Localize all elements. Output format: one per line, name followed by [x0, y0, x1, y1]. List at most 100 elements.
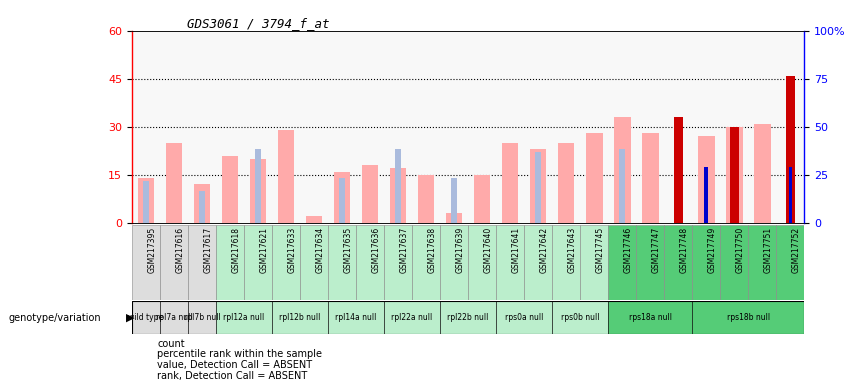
Bar: [138, 178, 154, 223]
Text: GSM217641: GSM217641: [511, 227, 521, 273]
Text: GSM217752: GSM217752: [791, 227, 801, 273]
Text: percentile rank within the sample: percentile rank within the sample: [157, 349, 323, 359]
Text: rpl7b null: rpl7b null: [184, 313, 220, 322]
Bar: [272, 301, 328, 334]
Bar: [328, 225, 356, 300]
Bar: [552, 225, 580, 300]
Text: rpl12b null: rpl12b null: [279, 313, 321, 322]
Text: GSM217638: GSM217638: [427, 227, 437, 273]
Text: GSM217636: GSM217636: [371, 227, 380, 273]
Bar: [300, 225, 328, 300]
Text: GSM217748: GSM217748: [680, 227, 688, 273]
Bar: [776, 225, 804, 300]
Text: GSM217745: GSM217745: [596, 227, 604, 273]
Bar: [216, 301, 272, 334]
Text: rpl14a null: rpl14a null: [335, 313, 377, 322]
Bar: [557, 143, 574, 223]
Bar: [306, 216, 323, 223]
Bar: [529, 149, 546, 223]
Bar: [244, 225, 272, 300]
Bar: [384, 301, 440, 334]
Bar: [637, 225, 664, 300]
Bar: [785, 76, 795, 223]
Text: ▶: ▶: [126, 313, 134, 323]
Text: rpl22b null: rpl22b null: [448, 313, 488, 322]
Text: rpl12a null: rpl12a null: [223, 313, 265, 322]
Bar: [328, 301, 384, 334]
Bar: [272, 225, 300, 300]
Text: rank, Detection Call = ABSENT: rank, Detection Call = ABSENT: [157, 371, 308, 381]
Text: GSM217749: GSM217749: [707, 227, 717, 273]
Text: rpl22a null: rpl22a null: [391, 313, 432, 322]
Bar: [249, 159, 266, 223]
Bar: [446, 213, 462, 223]
Text: GSM217751: GSM217751: [763, 227, 773, 273]
Bar: [496, 225, 524, 300]
Bar: [451, 178, 457, 223]
Bar: [720, 225, 748, 300]
Bar: [748, 225, 776, 300]
Text: GSM217618: GSM217618: [231, 227, 240, 273]
Text: rps18a null: rps18a null: [629, 313, 671, 322]
Bar: [440, 301, 496, 334]
Bar: [580, 225, 608, 300]
Text: GSM217633: GSM217633: [288, 227, 296, 273]
Bar: [255, 149, 261, 223]
Bar: [468, 225, 496, 300]
Text: genotype/variation: genotype/variation: [9, 313, 101, 323]
Bar: [132, 301, 160, 334]
Bar: [524, 225, 552, 300]
Bar: [160, 301, 188, 334]
Bar: [608, 301, 692, 334]
Bar: [384, 225, 412, 300]
Text: GSM217616: GSM217616: [175, 227, 185, 273]
Text: rps18b null: rps18b null: [727, 313, 770, 322]
Text: GSM217747: GSM217747: [652, 227, 660, 273]
Bar: [334, 172, 351, 223]
Text: GSM217635: GSM217635: [344, 227, 352, 273]
Bar: [552, 301, 608, 334]
Bar: [692, 225, 720, 300]
Bar: [412, 225, 440, 300]
Bar: [496, 301, 552, 334]
Text: GSM217639: GSM217639: [455, 227, 465, 273]
Text: GSM217634: GSM217634: [316, 227, 324, 273]
Text: GSM217746: GSM217746: [624, 227, 632, 273]
Text: GSM217643: GSM217643: [568, 227, 576, 273]
Bar: [193, 184, 210, 223]
Bar: [221, 156, 238, 223]
Bar: [216, 225, 244, 300]
Bar: [789, 167, 792, 223]
Text: GSM217640: GSM217640: [483, 227, 493, 273]
Bar: [674, 117, 683, 223]
Text: GSM217395: GSM217395: [147, 227, 157, 273]
Bar: [619, 149, 625, 223]
Bar: [614, 117, 631, 223]
Bar: [535, 152, 541, 223]
Bar: [502, 143, 518, 223]
Bar: [199, 191, 205, 223]
Bar: [664, 225, 692, 300]
Text: rps0a null: rps0a null: [505, 313, 543, 322]
Bar: [474, 175, 490, 223]
Text: value, Detection Call = ABSENT: value, Detection Call = ABSENT: [157, 360, 312, 370]
Bar: [585, 133, 603, 223]
Bar: [356, 225, 384, 300]
Bar: [339, 178, 345, 223]
Bar: [440, 225, 468, 300]
Bar: [390, 168, 407, 223]
Bar: [729, 127, 739, 223]
Bar: [642, 133, 659, 223]
Text: GSM217637: GSM217637: [399, 227, 408, 273]
Bar: [188, 225, 216, 300]
Text: wild type: wild type: [129, 313, 163, 322]
Bar: [132, 225, 160, 300]
Bar: [705, 167, 708, 223]
Text: rpl7a null: rpl7a null: [156, 313, 192, 322]
Bar: [726, 127, 743, 223]
Text: GSM217621: GSM217621: [260, 227, 268, 273]
Bar: [160, 225, 188, 300]
Bar: [277, 130, 294, 223]
Bar: [608, 225, 636, 300]
Text: GSM217617: GSM217617: [203, 227, 213, 273]
